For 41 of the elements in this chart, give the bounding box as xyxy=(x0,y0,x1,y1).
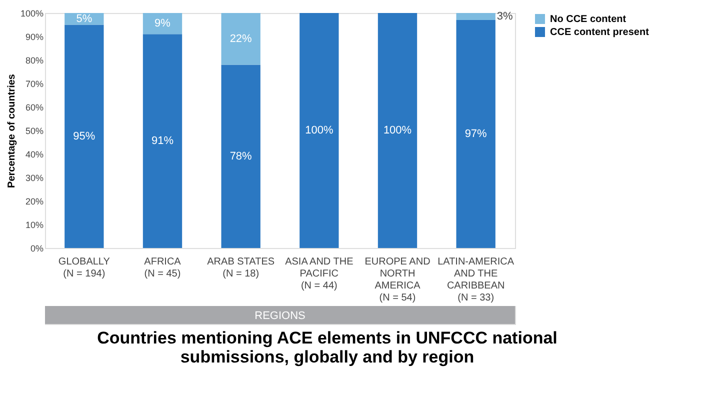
text: Countries mentioning ACE elements in UNFCCC national submissions, globally and by region xyxy=(97,328,558,366)
data-label: 3% xyxy=(496,10,513,23)
y-tick-label: 30% xyxy=(25,173,44,183)
data-label: 100% xyxy=(305,124,334,136)
bar xyxy=(456,20,496,248)
bar xyxy=(221,64,260,248)
x-tick-label: GLOBALLY (N = 194) xyxy=(58,256,110,280)
data-label: 97% xyxy=(464,128,488,140)
data-label: 91% xyxy=(151,135,174,148)
y-tick-label: 90% xyxy=(25,32,44,42)
x-tick-label: AFRICA (N = 45) xyxy=(144,256,182,280)
data-label: 22% xyxy=(230,32,252,45)
y-axis-title: Percentage of countries xyxy=(6,74,18,188)
x-tick-label: ARAB STATES (N = 18) xyxy=(207,256,275,280)
bar xyxy=(142,34,182,248)
data-label: 5% xyxy=(76,12,92,25)
y-tick-label: 60% xyxy=(25,102,44,112)
x-tick-label: EUROPE AND NORTH AMERICA (N = 54) xyxy=(364,256,430,304)
y-tick-label: 20% xyxy=(25,196,44,206)
y-tick-label: 100% xyxy=(20,8,44,18)
x-axis-title: REGIONS xyxy=(254,310,306,322)
data-label: 100% xyxy=(383,124,412,136)
legend-label: No CCE content xyxy=(550,14,627,25)
bar xyxy=(64,24,104,248)
bar xyxy=(221,13,260,65)
bar xyxy=(142,13,182,34)
data-label: 95% xyxy=(73,130,96,142)
x-tick-label: LATIN-AMERICA AND THE CARIBBEAN (N = 33) xyxy=(438,256,514,304)
bar xyxy=(456,13,496,20)
x-tick-label: ASIA AND THE PACIFIC (N = 44) xyxy=(285,256,354,292)
y-tick-label: 10% xyxy=(25,220,44,230)
bar xyxy=(378,13,418,248)
legend-label: CCE content present xyxy=(550,27,650,38)
y-tick-label: 50% xyxy=(25,126,44,136)
y-tick-label: 70% xyxy=(25,79,44,89)
y-tick-label: 40% xyxy=(25,150,44,160)
data-label: 78% xyxy=(230,150,252,162)
y-tick-label: 80% xyxy=(25,56,44,66)
y-tick-label: 0% xyxy=(30,244,44,254)
data-label: 9% xyxy=(154,18,171,30)
bar xyxy=(300,13,339,248)
